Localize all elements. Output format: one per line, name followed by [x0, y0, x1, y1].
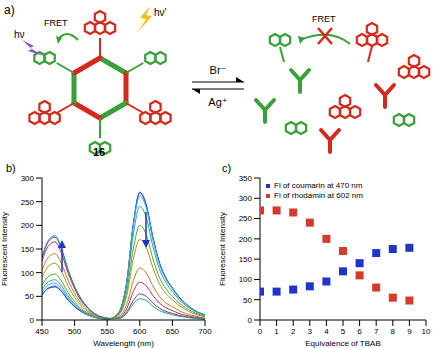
svg-text:FRET: FRET: [312, 14, 336, 24]
svg-text:4: 4: [324, 327, 329, 336]
svg-text:7: 7: [374, 327, 379, 336]
html-text:c): c): [222, 162, 232, 174]
svg-text:3: 3: [308, 327, 313, 336]
svg-text:500: 500: [68, 327, 82, 336]
svg-text:9: 9: [407, 327, 412, 336]
svg-text:700: 700: [198, 327, 212, 336]
svg-text:100: 100: [239, 275, 253, 284]
svg-text:Ag⁺: Ag⁺: [208, 96, 227, 108]
svg-text:Fluorescent Intensity: Fluorescent Intensity: [0, 212, 9, 286]
svg-text:a): a): [4, 3, 15, 17]
svg-text:0: 0: [30, 316, 35, 325]
svg-text:250: 250: [21, 198, 35, 207]
svg-text:1: 1: [274, 327, 279, 336]
svg-text:150: 150: [239, 255, 253, 264]
svg-text:Wavelength (nm): Wavelength (nm): [93, 339, 154, 348]
svg-text:200: 200: [239, 235, 253, 244]
svg-text:5: 5: [341, 327, 346, 336]
svg-text:FRET: FRET: [44, 18, 68, 28]
svg-text:hν: hν: [14, 29, 25, 40]
svg-text:350: 350: [239, 174, 253, 183]
svg-text:8: 8: [391, 327, 396, 336]
svg-text:100: 100: [21, 269, 35, 278]
svg-text:200: 200: [21, 221, 35, 230]
svg-text:50: 50: [243, 296, 252, 305]
svg-text:Br⁻: Br⁻: [210, 64, 227, 76]
svg-text:16: 16: [93, 146, 105, 158]
svg-text:250: 250: [239, 214, 253, 223]
svg-text:hν': hν': [154, 7, 167, 18]
svg-text:150: 150: [21, 245, 35, 254]
svg-text:300: 300: [21, 174, 35, 183]
svg-text:0: 0: [258, 327, 263, 336]
svg-text:10: 10: [422, 327, 431, 336]
html-text:Fl of rhodamin at 602 nm: Fl of rhodamin at 602 nm: [274, 191, 363, 200]
html-text:Fl of coumarin at 470 nm: Fl of coumarin at 470 nm: [274, 181, 363, 190]
svg-text:2: 2: [291, 327, 296, 336]
svg-text:50: 50: [25, 292, 34, 301]
svg-text:6: 6: [357, 327, 362, 336]
svg-text:0: 0: [248, 316, 253, 325]
html-text:b): b): [6, 162, 16, 174]
svg-text:Fluorescent Intensity: Fluorescent Intensity: [218, 212, 227, 286]
svg-text:Equivalence of TBAB: Equivalence of TBAB: [305, 339, 380, 348]
svg-text:650: 650: [166, 327, 180, 336]
svg-text:450: 450: [35, 327, 49, 336]
svg-text:300: 300: [239, 194, 253, 203]
svg-text:600: 600: [133, 327, 147, 336]
svg-text:550: 550: [101, 327, 115, 336]
